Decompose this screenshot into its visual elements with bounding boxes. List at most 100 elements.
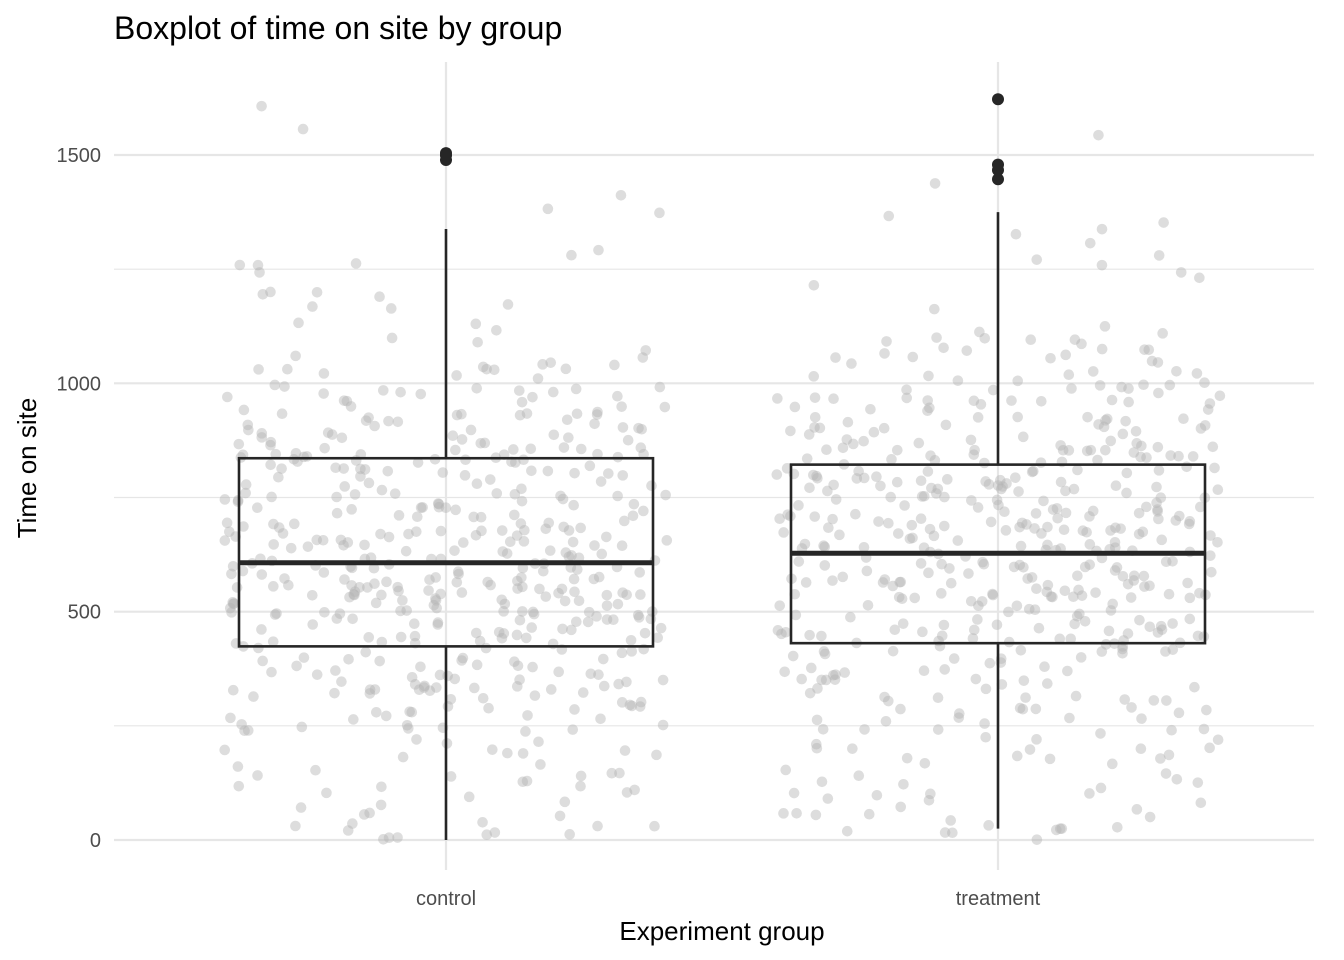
jitter-point — [527, 391, 538, 403]
jitter-point — [1054, 823, 1066, 834]
jitter-point — [566, 249, 577, 261]
jitter-point — [1014, 521, 1025, 533]
jitter-point — [330, 665, 341, 676]
jitter-point — [265, 286, 276, 298]
outlier-point — [440, 147, 452, 160]
jitter-point — [563, 551, 575, 563]
jitter-point — [1158, 217, 1169, 228]
jitter-point — [1060, 349, 1072, 361]
jitter-point — [646, 480, 657, 492]
jitter-point — [451, 409, 463, 421]
jitter-point — [310, 764, 321, 776]
jitter-point — [1059, 585, 1071, 597]
jitter-point — [342, 825, 354, 836]
jitter-point — [1041, 586, 1053, 598]
jitter-point — [895, 703, 906, 715]
jitter-point — [809, 392, 821, 403]
jitter-point — [339, 481, 351, 492]
jitter-point — [776, 628, 787, 640]
jitter-point — [451, 576, 463, 588]
jitter-point — [307, 619, 319, 630]
jitter-point — [1000, 525, 1012, 536]
jitter-point — [338, 395, 350, 406]
jitter-point — [801, 453, 813, 464]
jitter-point — [635, 589, 646, 600]
jitter-point — [821, 444, 832, 456]
jitter-point — [248, 691, 259, 702]
jitter-point — [392, 581, 403, 593]
jitter-point — [234, 259, 246, 271]
jitter-point — [606, 767, 618, 779]
jitter-point — [591, 409, 603, 420]
jitter-point — [338, 540, 349, 551]
jitter-point — [827, 575, 838, 586]
jitter-point — [380, 710, 392, 722]
jitter-point — [355, 471, 366, 482]
jitter-point — [285, 542, 297, 554]
jitter-point — [1209, 462, 1220, 474]
jitter-point — [627, 510, 639, 522]
jitter-point — [1165, 450, 1176, 461]
jitter-point — [615, 190, 627, 201]
jitter-point — [1144, 621, 1156, 633]
jitter-point — [652, 632, 663, 644]
jitter-point — [584, 460, 596, 472]
jitter-point — [342, 537, 354, 548]
jitter-point — [1184, 613, 1196, 625]
jitter-point — [564, 829, 575, 840]
jitter-point — [389, 488, 401, 499]
jitter-point — [923, 567, 934, 579]
jitter-point — [1212, 484, 1224, 495]
jitter-point — [537, 359, 548, 370]
jitter-point — [1025, 334, 1037, 346]
jitter-point — [633, 422, 644, 434]
jitter-point — [1010, 228, 1022, 240]
jitter-point — [1095, 728, 1106, 739]
jitter-point — [529, 690, 541, 701]
jitter-point — [435, 525, 447, 537]
jitter-point — [404, 706, 415, 717]
jitter-point — [771, 469, 783, 480]
jitter-point — [789, 401, 801, 413]
jitter-point — [453, 568, 464, 580]
jitter-point — [1069, 618, 1081, 630]
jitter-point — [1191, 368, 1203, 379]
jitter-point — [1012, 375, 1024, 387]
jitter-point — [1173, 707, 1185, 719]
jitter-point — [1148, 695, 1160, 706]
jitter-point — [423, 585, 434, 596]
jitter-point — [257, 289, 269, 300]
jitter-point — [809, 422, 820, 433]
jitter-point — [232, 761, 244, 772]
jitter-point — [859, 724, 870, 735]
jitter-point — [386, 332, 398, 344]
outlier-point — [992, 93, 1004, 106]
jitter-point — [297, 123, 309, 135]
jitter-point — [368, 562, 380, 574]
jitter-point — [830, 352, 841, 363]
jitter-point — [984, 657, 996, 669]
jitter-point — [598, 653, 609, 665]
jitter-point — [376, 636, 388, 648]
x-axis-title: Experiment group — [619, 916, 824, 946]
jitter-point — [401, 605, 412, 616]
jitter-point — [861, 565, 873, 577]
jitter-point — [347, 818, 358, 829]
jitter-point — [1117, 571, 1129, 582]
jitter-point — [1100, 444, 1111, 456]
jitter-point — [774, 600, 786, 611]
jitter-point — [636, 423, 647, 435]
jitter-point — [1045, 352, 1056, 364]
jitter-point — [417, 502, 428, 513]
jitter-point — [575, 443, 587, 455]
jitter-point — [983, 820, 994, 831]
jitter-point — [457, 652, 469, 664]
jitter-point — [780, 626, 792, 638]
jitter-point — [1042, 521, 1053, 533]
jitter-point — [326, 429, 338, 440]
jitter-point — [269, 379, 281, 391]
jitter-point — [858, 435, 869, 447]
jitter-point — [317, 534, 329, 546]
jitter-point — [385, 303, 397, 314]
jitter-point — [1174, 510, 1185, 522]
